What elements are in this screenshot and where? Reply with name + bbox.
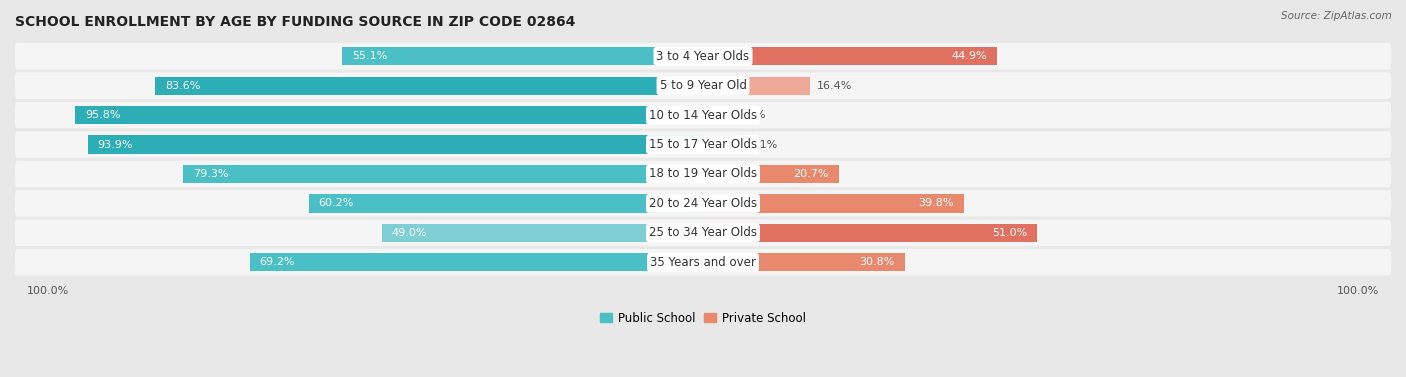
Bar [703,47,997,65]
Text: 39.8%: 39.8% [918,198,953,208]
Text: 3 to 4 Year Olds: 3 to 4 Year Olds [657,50,749,63]
Text: 5 to 9 Year Old: 5 to 9 Year Old [659,79,747,92]
Text: 6.1%: 6.1% [749,139,778,150]
Text: 35 Years and over: 35 Years and over [650,256,756,269]
Bar [703,135,742,154]
Text: Source: ZipAtlas.com: Source: ZipAtlas.com [1281,11,1392,21]
Text: 30.8%: 30.8% [859,257,896,267]
Text: 10 to 14 Year Olds: 10 to 14 Year Olds [650,109,756,122]
Text: 55.1%: 55.1% [352,51,387,61]
FancyBboxPatch shape [15,43,1391,69]
Bar [250,253,703,271]
Bar [703,224,1038,242]
Text: 69.2%: 69.2% [259,257,295,267]
Bar [183,165,703,183]
Text: 95.8%: 95.8% [86,110,121,120]
Bar [703,253,905,271]
Bar [703,165,838,183]
Text: 93.9%: 93.9% [97,139,134,150]
Text: 49.0%: 49.0% [392,228,427,238]
Text: 20 to 24 Year Olds: 20 to 24 Year Olds [650,197,756,210]
Text: 25 to 34 Year Olds: 25 to 34 Year Olds [650,226,756,239]
Text: SCHOOL ENROLLMENT BY AGE BY FUNDING SOURCE IN ZIP CODE 02864: SCHOOL ENROLLMENT BY AGE BY FUNDING SOUR… [15,15,575,29]
Text: 79.3%: 79.3% [193,169,229,179]
Bar [87,135,703,154]
FancyBboxPatch shape [15,249,1391,276]
FancyBboxPatch shape [15,190,1391,217]
Text: 18 to 19 Year Olds: 18 to 19 Year Olds [650,167,756,181]
Bar [703,77,810,95]
Text: 51.0%: 51.0% [993,228,1028,238]
Text: 83.6%: 83.6% [165,81,201,91]
Text: 16.4%: 16.4% [817,81,852,91]
Text: 15 to 17 Year Olds: 15 to 17 Year Olds [650,138,756,151]
FancyBboxPatch shape [15,72,1391,99]
Text: 20.7%: 20.7% [793,169,828,179]
Bar [76,106,703,124]
Bar [703,194,963,213]
Bar [308,194,703,213]
Text: 44.9%: 44.9% [952,51,987,61]
FancyBboxPatch shape [15,102,1391,128]
Bar [382,224,703,242]
FancyBboxPatch shape [15,161,1391,187]
Text: 4.2%: 4.2% [737,110,766,120]
FancyBboxPatch shape [15,220,1391,246]
Bar [342,47,703,65]
Bar [155,77,703,95]
Bar [703,106,731,124]
Text: 60.2%: 60.2% [318,198,354,208]
FancyBboxPatch shape [15,131,1391,158]
Legend: Public School, Private School: Public School, Private School [595,307,811,329]
